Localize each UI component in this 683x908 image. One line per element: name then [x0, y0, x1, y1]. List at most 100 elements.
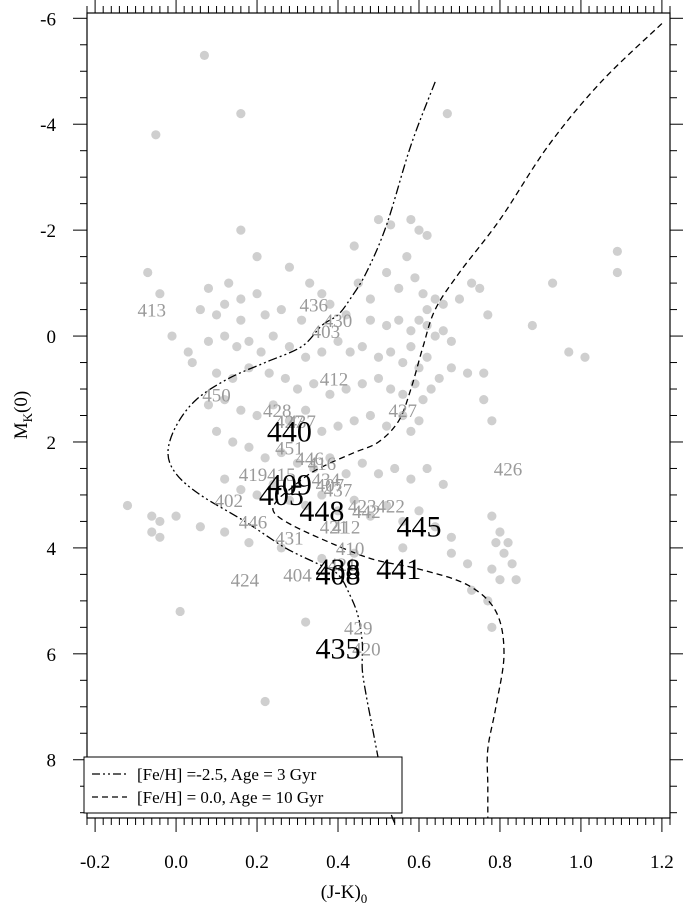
gray-star-label: 429	[344, 618, 373, 639]
scatter-point	[418, 289, 428, 299]
y-tick-label: 0	[47, 327, 57, 348]
scatter-point	[325, 453, 335, 463]
scatter-point	[398, 543, 408, 553]
scatter-point	[381, 320, 392, 331]
scatter-point	[511, 575, 521, 585]
plot-frame	[86, 12, 671, 819]
scatter-point	[195, 522, 205, 532]
scatter-point	[333, 421, 343, 431]
scatter-point	[264, 368, 274, 378]
scatter-point	[406, 426, 416, 436]
isochrone-curves	[167, 23, 663, 824]
scatter-point	[155, 289, 165, 299]
scatter-point	[507, 559, 517, 569]
scatter-point	[406, 474, 416, 484]
scatter-point	[155, 532, 165, 542]
scatter-point	[357, 342, 367, 352]
legend-box	[83, 756, 403, 814]
scatter-point	[244, 442, 254, 452]
scatter-point	[365, 511, 376, 521]
gray-star-label: 430	[324, 311, 353, 332]
scatter-point	[151, 130, 161, 140]
scatter-point	[353, 278, 363, 288]
scatter-point	[211, 368, 222, 378]
scatter-point	[422, 463, 432, 474]
gray-star-label: 412	[320, 369, 349, 390]
scatter-point	[475, 283, 485, 293]
y-tick-label: 4	[47, 539, 57, 560]
scatter-point	[167, 331, 177, 341]
scatter-point	[410, 273, 420, 283]
black-star-label: 435	[316, 633, 361, 666]
scatter-point	[284, 342, 295, 352]
scatter-point	[390, 463, 400, 474]
scatter-point	[547, 278, 558, 288]
scatter-point	[422, 230, 432, 241]
axis-ticks: -0.2 0.0 0.2 0.4 0.6 0.8 1.0 1.2 -6 -4 -2 0 2 4 6 8	[40, 0, 683, 873]
scatter-point	[381, 267, 392, 278]
scatter-point	[442, 109, 452, 119]
scatter-point	[349, 416, 359, 426]
scatter-point	[422, 320, 432, 331]
scatter-point	[232, 342, 242, 352]
scatter-point	[386, 347, 396, 357]
y-tick-label: -2	[40, 221, 56, 242]
gray-star-label: 419	[239, 465, 268, 486]
legend-label-2: [Fe/H] = 0.0, Age = 10 Gyr	[137, 788, 324, 807]
x-tick-label: 0.6	[407, 852, 431, 873]
scatter-point	[260, 696, 270, 707]
y-tick-label: -6	[40, 9, 56, 30]
scatter-point	[268, 331, 278, 341]
scatter-point	[236, 294, 246, 304]
scatter-point	[446, 363, 456, 373]
scatter-point	[317, 553, 327, 564]
scatter-point	[325, 299, 335, 309]
gray-star-label: 446	[295, 449, 324, 470]
black-star-label: 440	[267, 415, 312, 448]
scatter-point	[499, 548, 509, 558]
scatter-point	[236, 109, 246, 119]
y-tick-label: 2	[47, 433, 57, 454]
scatter-point	[479, 395, 489, 405]
isochrone-solar	[272, 23, 663, 819]
scatter-point	[487, 564, 497, 574]
gray-star-label: 434	[312, 470, 341, 491]
scatter-point	[357, 379, 367, 389]
scatter-point	[236, 225, 246, 235]
gray-star-label: 416	[308, 454, 337, 475]
x-tick-label: -0.2	[80, 852, 110, 873]
isochrone-metal-poor	[167, 81, 436, 824]
scatter-point	[220, 527, 230, 537]
scatter-point	[252, 289, 262, 299]
x-tick-label: 1.2	[650, 852, 674, 873]
scatter-point	[301, 617, 311, 627]
scatter-point	[454, 294, 465, 304]
gray-star-label: 403	[312, 322, 341, 343]
scatter-point	[228, 437, 238, 447]
legend-label-1: [Fe/H] =-2.5, Age = 3 Gyr	[137, 765, 317, 784]
gray-star-label: 410	[336, 539, 365, 560]
scatter-point	[394, 283, 404, 293]
gray-star-label: 427	[389, 401, 418, 422]
gray-star-label: 413	[138, 301, 167, 322]
scatter-point	[220, 331, 230, 341]
scatter-point	[406, 214, 416, 225]
gray-star-label: 412	[332, 518, 361, 539]
scatter-point	[276, 304, 286, 315]
scatter-point	[430, 294, 440, 304]
scatter-point	[260, 310, 270, 320]
scatter-point	[301, 500, 311, 511]
scatter-point	[398, 516, 408, 527]
x-tick-label: 0.0	[164, 852, 188, 873]
scatter-point	[244, 336, 254, 346]
scatter-point	[467, 278, 477, 288]
gray-star-label: 423	[348, 497, 377, 518]
scatter-point	[147, 527, 157, 537]
scatter-point	[309, 379, 319, 389]
scatter-point	[171, 511, 181, 521]
gray-star-label: 437	[324, 481, 353, 502]
scatter-point	[345, 347, 355, 357]
scatter-point	[446, 548, 456, 558]
scatter-point	[268, 400, 278, 410]
scatter-point	[244, 538, 254, 548]
